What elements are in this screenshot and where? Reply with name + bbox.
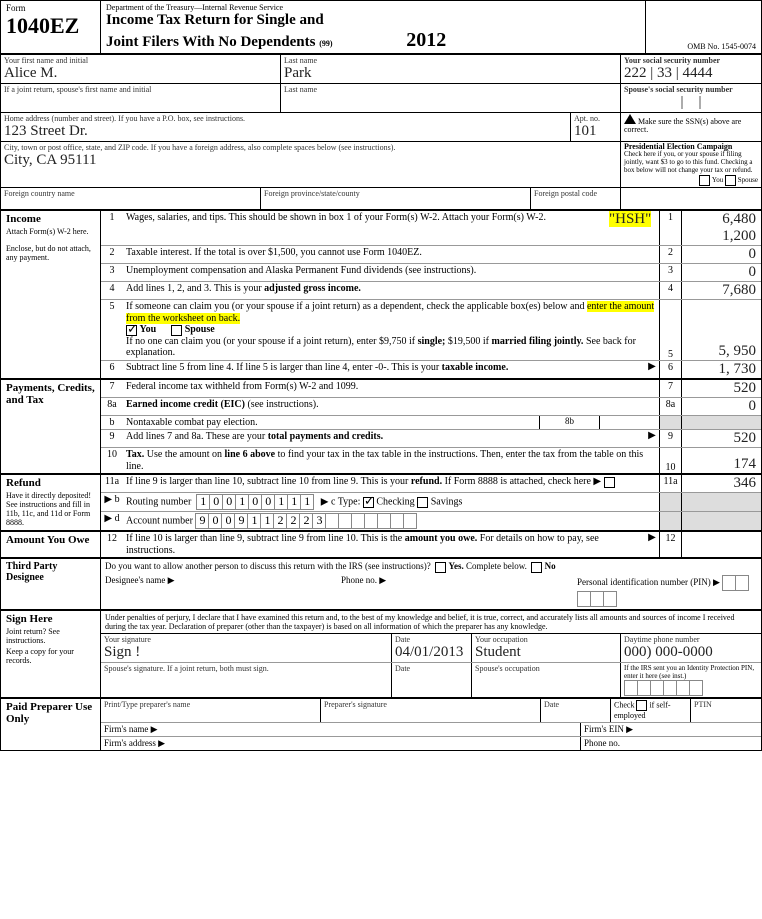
form-number: 1040EZ (6, 13, 95, 39)
hsh-note: "HSH" (609, 211, 651, 227)
omb-number: OMB No. 1545-0074 (646, 1, 761, 53)
savings-checkbox[interactable] (417, 497, 428, 508)
line8a-amount[interactable]: 0 (681, 398, 761, 415)
line5-amount[interactable]: 5, 950 (719, 343, 757, 360)
routing-number[interactable]: 100100111 (196, 497, 313, 508)
city-row: City, town or post office, state, and ZI… (1, 142, 761, 189)
last-name[interactable]: Park (284, 65, 617, 82)
line1-amount-b[interactable]: 1,200 (722, 228, 756, 244)
foreign-row: Foreign country name Foreign province/st… (1, 188, 761, 211)
name-row: Your first name and initial Alice M. Las… (1, 55, 761, 84)
form-word: Form (6, 3, 95, 13)
spouse-name-row: If a joint return, spouse's first name a… (1, 84, 761, 113)
you-checkbox[interactable] (126, 325, 137, 336)
line3-amount[interactable]: 0 (681, 264, 761, 281)
payments-section: Payments, Credits, and Tax 7Federal inco… (1, 380, 761, 476)
form-1040ez: Form 1040EZ Department of the Treasury—I… (0, 0, 762, 751)
signature[interactable]: Sign ! (104, 644, 388, 661)
income-section: Income Attach Form(s) W-2 here. Enclose,… (1, 211, 761, 380)
pec-spouse-checkbox[interactable] (725, 175, 736, 186)
form8888-checkbox[interactable] (604, 477, 615, 488)
owe-section: Amount You Owe 12If line 10 is larger th… (1, 532, 761, 559)
spouse-checkbox[interactable] (171, 325, 182, 336)
line9-amount[interactable]: 520 (681, 430, 761, 447)
sign-section: Sign Here Joint return? See instructions… (1, 611, 761, 699)
line12-amount[interactable] (681, 532, 761, 557)
line1-amount-a[interactable]: 6,480 (722, 211, 756, 227)
occupation[interactable]: Student (475, 644, 617, 661)
phone[interactable]: 000) 000-0000 (624, 644, 758, 661)
tax-year: 2012 (406, 29, 446, 51)
ssn[interactable]: 222 | 33 | 4444 (624, 65, 758, 82)
city-state-zip[interactable]: City, CA 95111 (4, 152, 617, 169)
line4-amount[interactable]: 7,680 (681, 282, 761, 299)
line2-amount[interactable]: 0 (681, 246, 761, 263)
address-row: Home address (number and street). If you… (1, 113, 761, 142)
line11a-amount[interactable]: 346 (681, 475, 761, 492)
third-party-section: Third Party Designee Do you want to allo… (1, 559, 761, 610)
first-name[interactable]: Alice M. (4, 65, 277, 82)
line6-amount[interactable]: 1, 730 (681, 361, 761, 378)
line7-amount[interactable]: 520 (681, 380, 761, 397)
checking-checkbox[interactable] (363, 497, 374, 508)
form-header: Form 1040EZ Department of the Treasury—I… (1, 1, 761, 55)
dept-line: Department of the Treasury—Internal Reve… (106, 3, 640, 12)
refund-section: Refund Have it directly deposited! See i… (1, 475, 761, 532)
self-employed-checkbox[interactable] (636, 700, 647, 711)
triangle-icon (624, 114, 636, 124)
line10-amount[interactable]: 174 (734, 456, 757, 473)
address[interactable]: 123 Street Dr. (4, 123, 567, 140)
account-number[interactable]: 9009112223 (195, 516, 416, 527)
tpd-no-checkbox[interactable] (531, 562, 542, 573)
tpd-yes-checkbox[interactable] (435, 562, 446, 573)
apt-no[interactable]: 101 (574, 123, 617, 140)
pec-you-checkbox[interactable] (699, 175, 710, 186)
preparer-section: Paid Preparer Use Only Print/Type prepar… (1, 699, 761, 750)
form-title: Income Tax Return for Single and Joint F… (106, 12, 640, 51)
sign-date[interactable]: 04/01/2013 (395, 644, 468, 661)
